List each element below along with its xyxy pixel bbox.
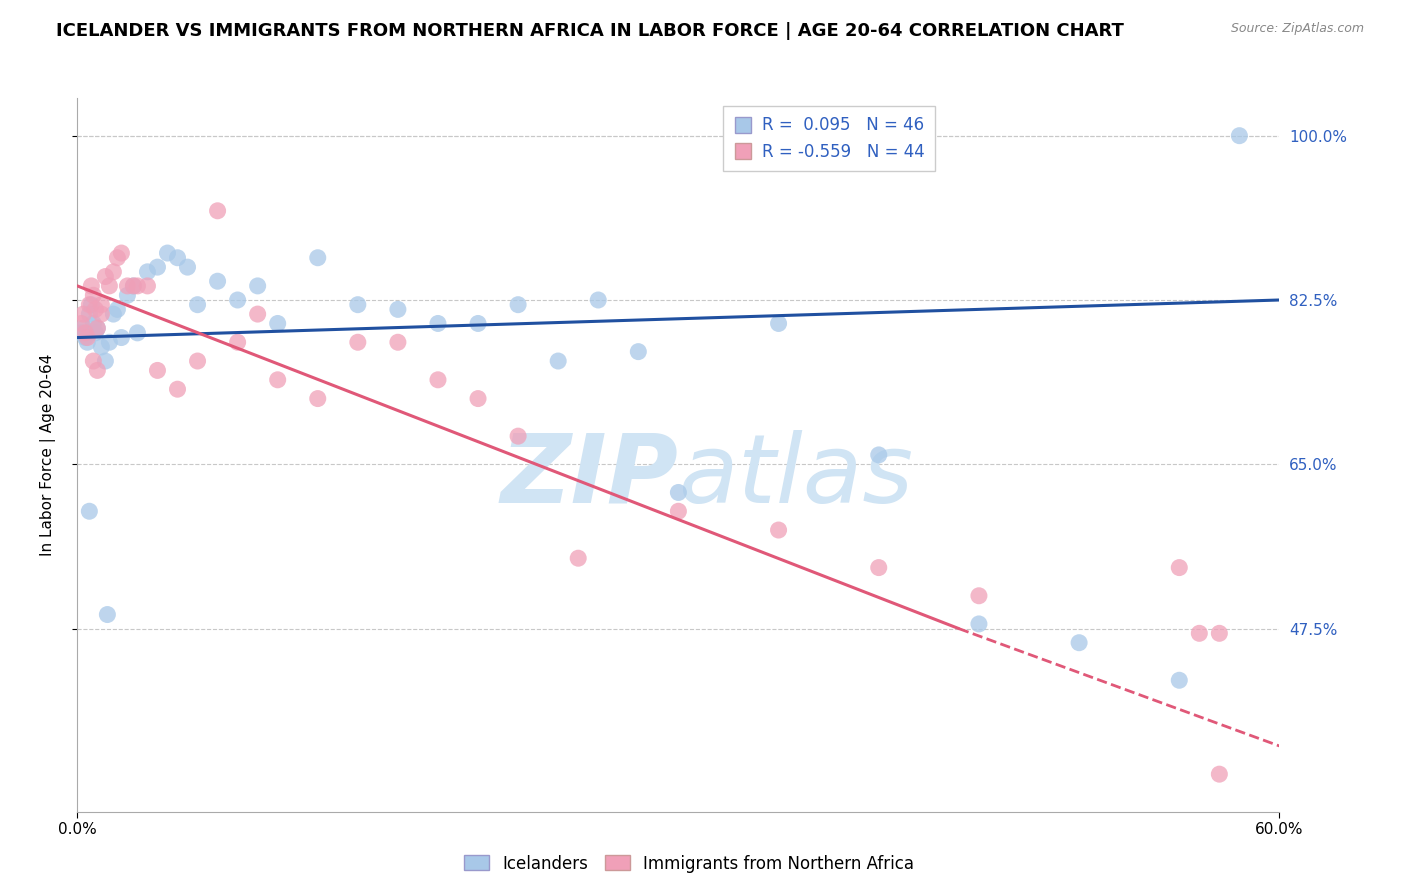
Point — [1069, 636, 1091, 650]
Point — [768, 523, 790, 537]
Point — [79, 307, 101, 321]
Point — [387, 302, 409, 317]
Point — [117, 288, 139, 302]
Point — [70, 317, 93, 331]
Point — [967, 589, 990, 603]
Point — [547, 354, 569, 368]
Point — [1168, 673, 1191, 688]
Point — [79, 504, 101, 518]
Point — [107, 302, 129, 317]
Point — [82, 317, 104, 331]
Point — [82, 288, 104, 302]
Point — [110, 246, 132, 260]
Point — [307, 392, 329, 406]
Text: atlas: atlas — [679, 430, 914, 523]
Point — [668, 504, 690, 518]
Point — [82, 354, 104, 368]
Text: ICELANDER VS IMMIGRANTS FROM NORTHERN AFRICA IN LABOR FORCE | AGE 20-64 CORRELAT: ICELANDER VS IMMIGRANTS FROM NORTHERN AF… — [56, 22, 1125, 40]
Point — [146, 363, 169, 377]
Point — [1208, 767, 1230, 781]
Point — [427, 317, 450, 331]
Point — [122, 279, 145, 293]
Point — [98, 335, 121, 350]
Point — [72, 307, 94, 321]
Point — [80, 298, 103, 312]
Point — [166, 382, 188, 396]
Point — [246, 307, 269, 321]
Point — [1229, 128, 1251, 143]
Point — [1168, 560, 1191, 574]
Point — [90, 340, 112, 354]
Point — [127, 279, 149, 293]
Point — [86, 363, 108, 377]
Point — [187, 354, 209, 368]
Point — [768, 317, 790, 331]
Point — [94, 269, 117, 284]
Point — [387, 335, 409, 350]
Text: ZIP: ZIP — [501, 430, 679, 523]
Point — [75, 330, 97, 344]
Point — [1208, 626, 1230, 640]
Point — [226, 293, 249, 307]
Point — [508, 298, 530, 312]
Point — [96, 607, 118, 622]
Point — [86, 321, 108, 335]
Point — [187, 298, 209, 312]
Point — [1188, 626, 1211, 640]
Point — [347, 298, 370, 312]
Legend: R =  0.095   N = 46, R = -0.559   N = 44: R = 0.095 N = 46, R = -0.559 N = 44 — [724, 106, 935, 170]
Point — [79, 298, 101, 312]
Point — [75, 326, 97, 340]
Point — [567, 551, 589, 566]
Point — [588, 293, 610, 307]
Point — [80, 279, 103, 293]
Point — [427, 373, 450, 387]
Point — [86, 321, 108, 335]
Point — [508, 429, 530, 443]
Point — [136, 279, 159, 293]
Point — [967, 616, 990, 631]
Point — [136, 265, 159, 279]
Point — [267, 373, 290, 387]
Point — [117, 279, 139, 293]
Point — [226, 335, 249, 350]
Point — [207, 274, 229, 288]
Point — [107, 251, 129, 265]
Point — [627, 344, 650, 359]
Point — [868, 448, 890, 462]
Point — [90, 298, 112, 312]
Legend: Icelanders, Immigrants from Northern Africa: Icelanders, Immigrants from Northern Afr… — [457, 848, 921, 880]
Point — [267, 317, 290, 331]
Point — [72, 321, 94, 335]
Point — [84, 302, 107, 317]
Point — [98, 279, 121, 293]
Point — [868, 560, 890, 574]
Point — [94, 354, 117, 368]
Y-axis label: In Labor Force | Age 20-64: In Labor Force | Age 20-64 — [41, 354, 56, 556]
Point — [146, 260, 169, 274]
Point — [103, 265, 125, 279]
Point — [90, 307, 112, 321]
Point — [76, 335, 98, 350]
Point — [307, 251, 329, 265]
Point — [103, 307, 125, 321]
Point — [84, 326, 107, 340]
Point — [76, 330, 98, 344]
Point — [246, 279, 269, 293]
Point — [207, 203, 229, 218]
Point — [467, 392, 489, 406]
Point — [127, 326, 149, 340]
Point — [156, 246, 179, 260]
Point — [176, 260, 198, 274]
Point — [70, 326, 93, 340]
Point — [668, 485, 690, 500]
Point — [467, 317, 489, 331]
Point — [110, 330, 132, 344]
Point — [347, 335, 370, 350]
Point — [122, 279, 145, 293]
Text: Source: ZipAtlas.com: Source: ZipAtlas.com — [1230, 22, 1364, 36]
Point — [166, 251, 188, 265]
